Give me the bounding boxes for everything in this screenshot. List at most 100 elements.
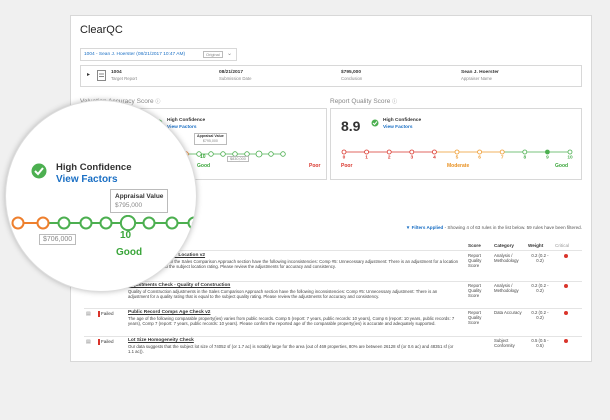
high-value: $830,000 — [227, 156, 249, 162]
filter-label-text: Filters Applied — [411, 225, 444, 230]
score: Report Quality Score — [468, 253, 482, 268]
scale-node — [567, 149, 573, 155]
expand-icon[interactable]: ▸ — [87, 72, 91, 78]
doc-icon — [97, 70, 106, 81]
scale-label: 0 — [343, 155, 346, 160]
tooltip-label: Appraisal Value — [197, 134, 224, 138]
scale-node — [544, 149, 550, 155]
column-header: Critical — [555, 243, 570, 248]
scale-node — [99, 216, 113, 230]
confidence: High Confidence — [167, 118, 206, 123]
info-icon[interactable]: ⓘ — [155, 99, 161, 105]
info-icon[interactable]: ⓘ — [392, 99, 398, 105]
scale-node — [522, 149, 528, 155]
scale-node — [208, 151, 214, 157]
weight: 0.2 (0.2 - 0.2) — [531, 283, 549, 293]
caret: ⌄ — [227, 51, 233, 57]
status: Failed — [101, 311, 114, 316]
tooltip-label: Appraisal Value — [115, 193, 164, 200]
scale-node — [454, 149, 460, 155]
quality-scale: 0 1 2 3 4 5 6 7 8 9 10 — [341, 149, 573, 160]
filter-label[interactable]: ▼ Filters Applied — [405, 225, 444, 230]
critical-icon — [564, 311, 568, 315]
scale-label: 3 — [410, 155, 413, 160]
view-factors[interactable]: View Factors — [56, 174, 118, 185]
scale-label: 2 — [388, 155, 391, 160]
critical-icon — [564, 284, 568, 288]
rule-title[interactable]: Lot Size Homogeneity Check — [128, 338, 194, 343]
scale-node — [57, 216, 71, 230]
quality-score: 8.9 — [341, 118, 361, 134]
scale-node — [220, 151, 226, 157]
rule-title[interactable]: Adjustments Check - Quality of Construct… — [128, 283, 231, 288]
scale-node — [364, 149, 370, 155]
scale-node — [255, 150, 263, 158]
summary-label: Submission Date — [219, 76, 252, 81]
weight: 0.5 (0.5 - 0.5) — [531, 338, 549, 348]
low-value: $706,000 — [39, 234, 77, 245]
weight: 0.2 (0.2 - 0.2) — [531, 253, 549, 263]
valuation-scale — [11, 215, 196, 231]
good-label: Good — [197, 163, 211, 169]
status: Failed — [101, 339, 114, 344]
scale-node — [477, 149, 483, 155]
summary-label: Conclusion — [341, 76, 363, 81]
poor-label: Poor — [341, 163, 353, 169]
view-factors[interactable]: View Factors — [167, 125, 197, 130]
scale-label: 7 — [501, 155, 504, 160]
quality-title: Report Quality Score — [330, 98, 391, 105]
filter-text: - Showing 4 of 63 rules in the list belo… — [444, 225, 582, 230]
confidence: High Confidence — [56, 162, 132, 173]
tooltip-value: $795,000 — [115, 202, 143, 209]
scale-node — [268, 151, 274, 157]
scale-node — [79, 216, 93, 230]
scale-node — [432, 149, 437, 155]
critical-icon — [564, 339, 568, 343]
scale-node — [11, 216, 25, 230]
row-divider — [84, 336, 582, 337]
summary-value: $795,000 — [341, 70, 362, 75]
scale-label: 1 — [365, 155, 368, 160]
scale-node — [499, 149, 505, 155]
row-divider — [84, 308, 582, 309]
poor-label: Poor — [309, 163, 321, 169]
column-header: Category — [494, 243, 514, 248]
rule-description: Our data suggests that the subject lot s… — [128, 344, 454, 354]
category: Analysis / Methodology — [494, 253, 519, 263]
rule-description: The age of the following comparable prop… — [128, 316, 455, 326]
table-header-line — [84, 250, 582, 251]
critical-icon — [564, 254, 568, 258]
status-bar — [98, 311, 100, 317]
view-factors[interactable]: View Factors — [383, 125, 413, 130]
report-select[interactable]: 1004 - Sean J. Hoerster (08/21/2017 10:4… — [80, 48, 237, 61]
app-title: ClearQC — [80, 24, 123, 36]
rule-description: Quality of Construction adjustments in t… — [128, 289, 438, 299]
rule-description: Location adjustments in the Sales Compar… — [128, 259, 459, 269]
moderate-label: Moderate — [447, 163, 470, 169]
scale-label: 10 — [567, 155, 573, 160]
scale-node — [341, 149, 347, 155]
summary-label: Target Report — [111, 76, 138, 81]
select-label: 1004 - Sean J. Hoerster (08/21/2017 10:4… — [84, 52, 186, 57]
category: Subject Conformity — [494, 338, 515, 348]
quality-panel: 8.9 High Confidence View Factors 0 1 2 3 4 5 6… — [330, 108, 582, 180]
tooltip-value: $795,000 — [202, 139, 218, 143]
marker: 10 — [200, 154, 206, 160]
good-label: Good — [116, 247, 143, 258]
scale-node — [386, 149, 392, 155]
scale-node — [36, 216, 50, 230]
row-icon: ▤ — [86, 339, 91, 345]
weight: 0.2 (0.2 - 0.2) — [531, 310, 549, 320]
check-icon — [31, 163, 47, 179]
scale-label: 5 — [456, 155, 459, 160]
scale-node — [142, 216, 156, 230]
good-label: Good — [555, 163, 569, 169]
rule-title[interactable]: Public Record Comps Age Check v2 — [128, 310, 211, 315]
category: Data Accuracy — [494, 310, 522, 315]
row-divider — [84, 281, 582, 282]
scale-node — [119, 215, 137, 231]
score: Report Quality Score — [468, 283, 482, 298]
scale-node — [165, 216, 179, 230]
score: Report Quality Score — [468, 310, 482, 325]
